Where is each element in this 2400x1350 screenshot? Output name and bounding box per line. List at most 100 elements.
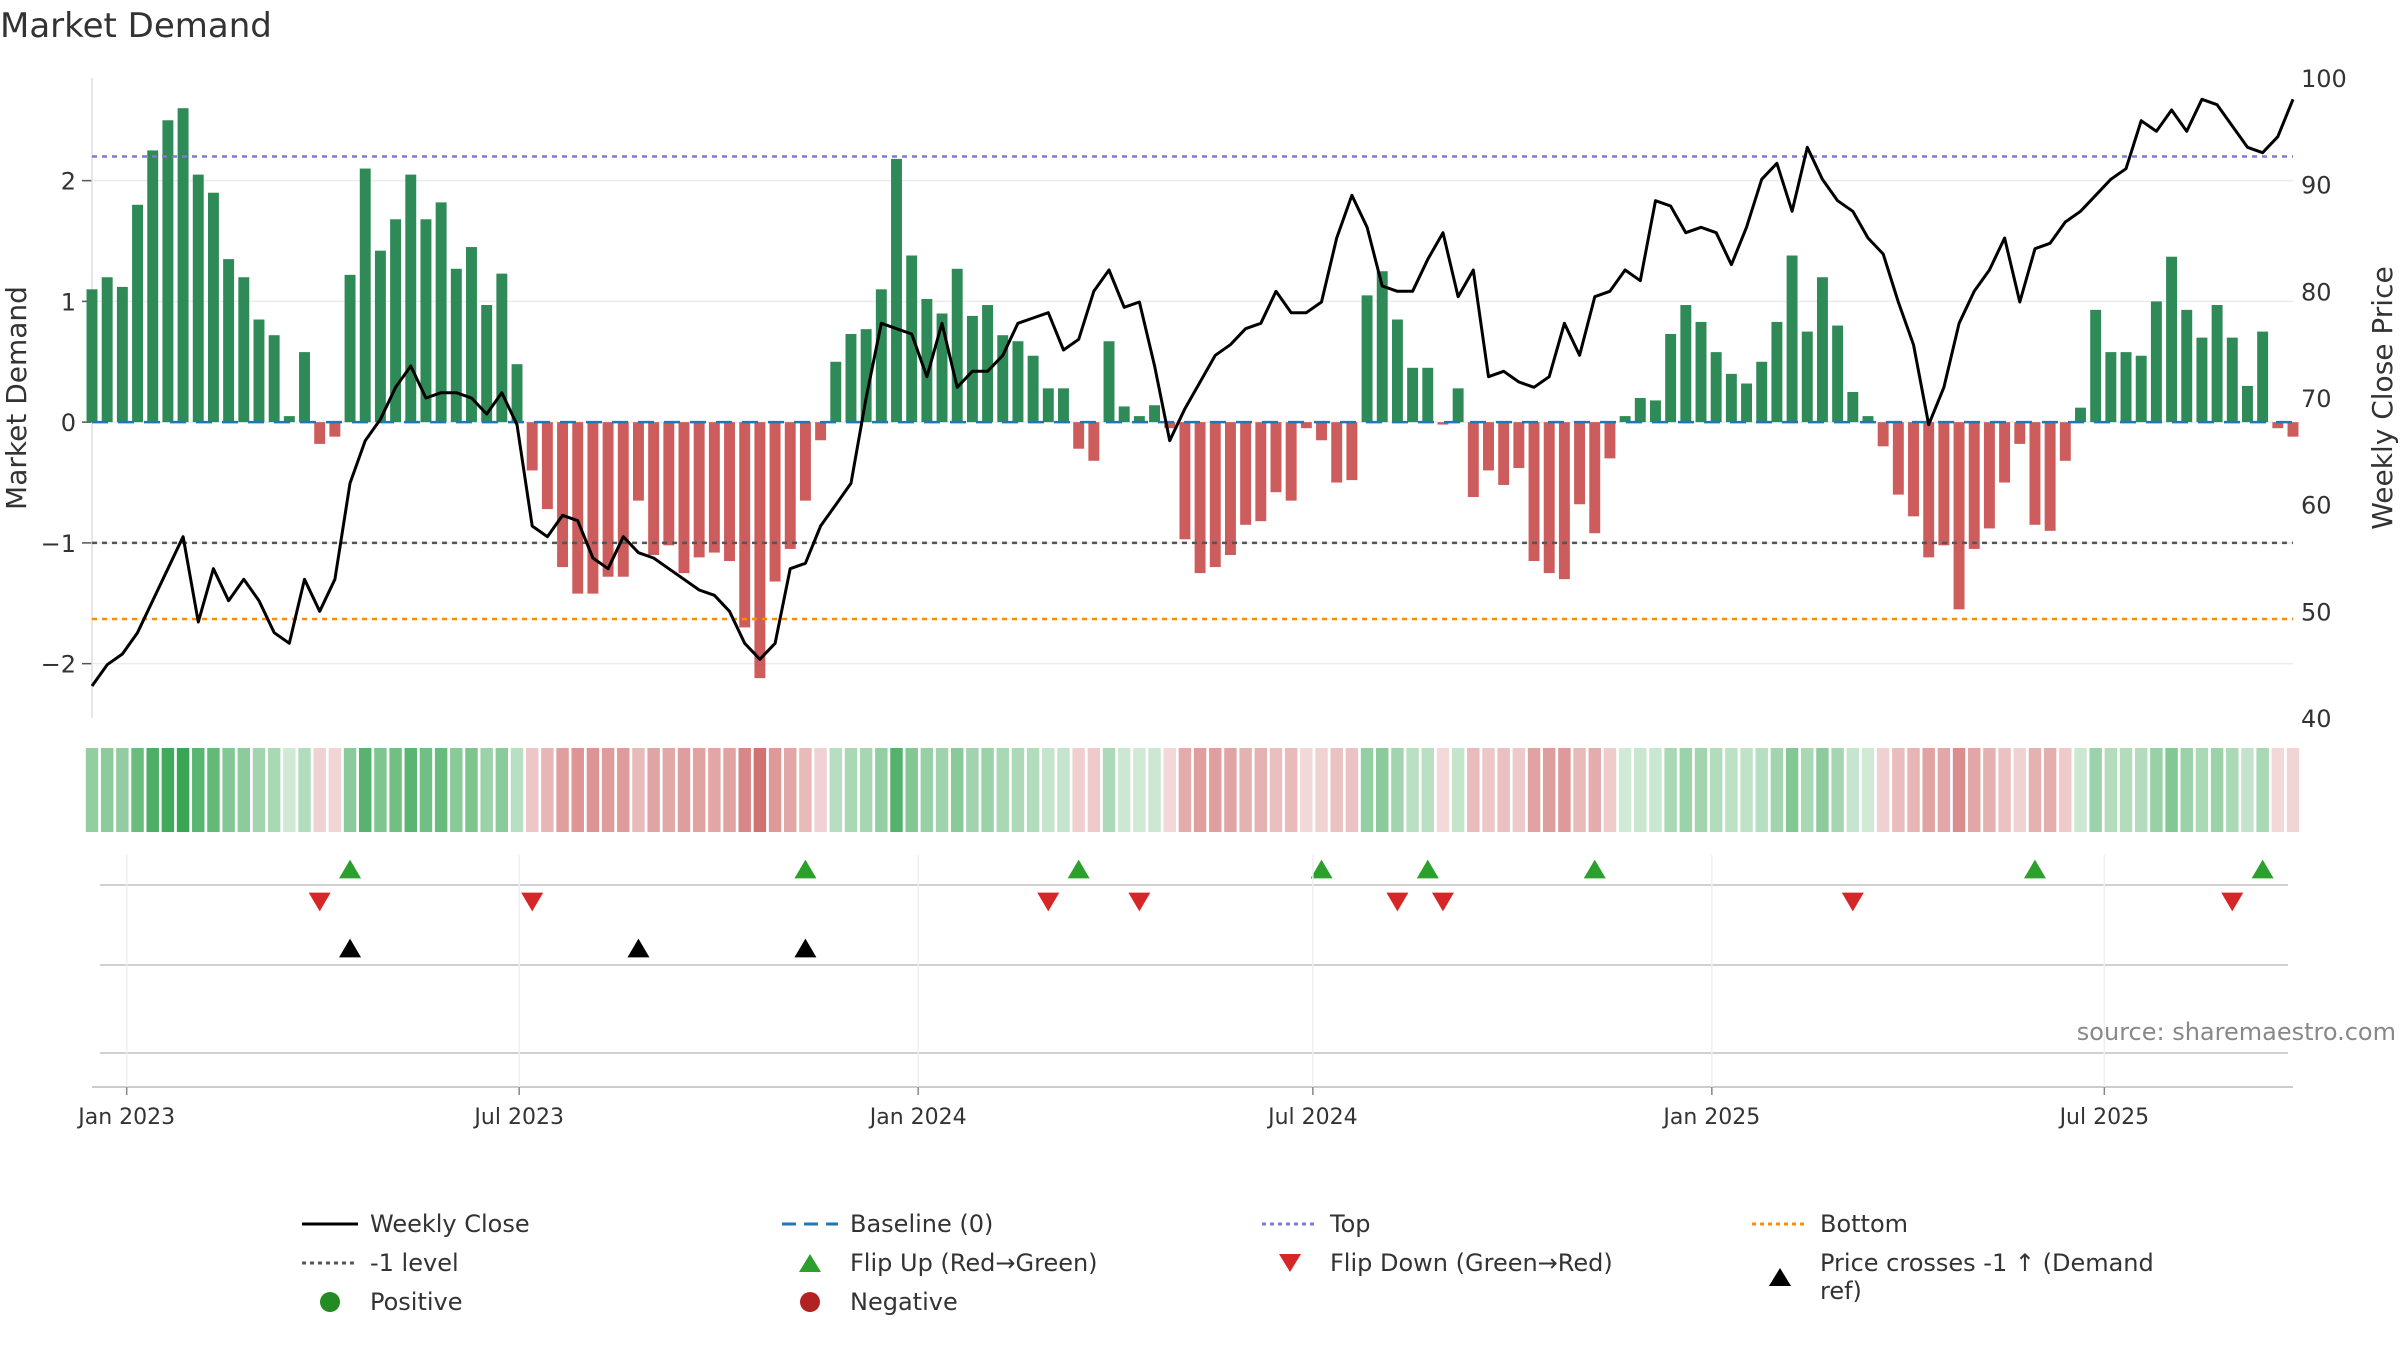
flip-up-marker [1067, 859, 1090, 879]
demand-heat-cell [1542, 748, 1556, 832]
demand-heat-cell [1042, 748, 1055, 832]
demand-bar [708, 422, 720, 553]
demand-heat-cell [1057, 748, 1070, 832]
demand-bar [116, 286, 128, 423]
demand-bar [329, 422, 341, 437]
demand-bar [1407, 367, 1419, 423]
demand-heat-cell [1846, 748, 1860, 832]
demand-heat-cell [708, 748, 721, 832]
demand-bar [1452, 388, 1464, 423]
demand-bar [1270, 422, 1282, 493]
demand-bar [1058, 388, 1069, 423]
demand-heat-cell [1861, 748, 1875, 832]
demand-bar [2226, 337, 2238, 423]
demand-heat-cell [2013, 748, 2026, 832]
demand-bar [1118, 406, 1130, 423]
demand-bar [177, 108, 189, 423]
demand-heat-cell [222, 748, 235, 832]
demand-bar [2014, 422, 2026, 444]
demand-bar [1285, 422, 1297, 501]
chart-title: Market Demand [0, 6, 272, 46]
demand-heat-cell [2059, 748, 2072, 832]
demand-bar [2181, 309, 2193, 423]
demand-heat-cell [1801, 748, 1814, 832]
demand-heat-cell [1482, 748, 1495, 832]
x-tick-label: Jul 2024 [1266, 1105, 1358, 1130]
demand-bar [1832, 325, 1844, 423]
demand-bar [1908, 422, 1919, 517]
demand-bar [1604, 422, 1616, 459]
demand-bar [1209, 422, 1221, 568]
demand-heat-cell [1239, 748, 1252, 832]
demand-heat-cell [1618, 748, 1632, 832]
demand-bar [2150, 301, 2162, 423]
demand-bar [147, 150, 159, 423]
demand-bar [1650, 400, 1661, 423]
demand-bar [754, 422, 766, 679]
y2-tick-label: 80 [2301, 278, 2332, 306]
legend-line-swatch [1750, 1212, 1810, 1236]
demand-heat-cell [1755, 748, 1768, 832]
demand-heat-cell [966, 748, 979, 832]
demand-heat-cell [1725, 748, 1738, 832]
flip-up-marker [794, 859, 817, 879]
demand-heat-cell [283, 748, 296, 832]
demand-heat-cell [2210, 748, 2224, 832]
demand-bar [314, 422, 326, 444]
demand-bar [238, 277, 250, 423]
legend-dot-icon [780, 1290, 840, 1314]
legend-line-swatch [300, 1251, 360, 1275]
demand-bar [1741, 383, 1753, 423]
demand-bar [1164, 422, 1176, 429]
demand-bar [1194, 422, 1206, 574]
demand-heat-cell [586, 748, 600, 832]
demand-heat-cell [1376, 748, 1389, 832]
demand-bar [192, 174, 204, 423]
demand-heat-cell [100, 748, 114, 832]
demand-bar [2241, 385, 2253, 423]
demand-bar [390, 219, 402, 423]
demand-bar [2287, 422, 2299, 437]
legend-line-swatch [1260, 1212, 1320, 1236]
demand-bar [1574, 422, 1586, 505]
legend-label: Baseline (0) [850, 1210, 994, 1238]
demand-heat-cell [252, 748, 266, 832]
legend-label: Weekly Close [370, 1210, 530, 1238]
demand-bar [1665, 334, 1677, 423]
y2-axis-label: Weekly Close Price [2366, 266, 2399, 529]
demand-heat-cell [192, 748, 205, 832]
legend-line-swatch [300, 1212, 360, 1236]
demand-heat-cell [1117, 748, 1131, 832]
y-tick-label: 0 [61, 409, 76, 437]
legend-triangle-up-icon [1750, 1265, 1810, 1289]
legend-label: -1 level [370, 1249, 459, 1277]
demand-bar [2257, 331, 2269, 423]
demand-heat-cell [799, 748, 812, 832]
demand-bar [557, 422, 569, 568]
demand-heat-cell [1026, 748, 1040, 832]
demand-heat-cell [1694, 748, 1708, 832]
demand-bar [466, 247, 477, 423]
demand-heat-cell [1679, 748, 1693, 832]
demand-bar [344, 274, 356, 423]
demand-bar [1088, 422, 1100, 461]
demand-bar [678, 422, 690, 574]
demand-heat-cell [1406, 748, 1419, 832]
demand-bar [1103, 341, 1115, 423]
y2-tick-label: 70 [2301, 385, 2332, 413]
demand-heat-cell [1087, 748, 1101, 832]
demand-heat-cell [814, 748, 827, 832]
demand-heat-cell [1254, 748, 1268, 832]
demand-heat-cell [1876, 748, 1890, 832]
demand-heat-cell [1664, 748, 1677, 832]
demand-bar [1938, 422, 1950, 546]
demand-bar [2120, 352, 2132, 423]
demand-heat-cell [1148, 748, 1161, 832]
demand-bar [1255, 422, 1267, 522]
demand-bar [1725, 373, 1737, 423]
demand-heat-cell [237, 748, 251, 832]
demand-heat-cell [875, 748, 888, 832]
demand-heat-cell [2089, 748, 2102, 832]
y-tick-label: −2 [41, 651, 76, 679]
price-cross-marker [339, 938, 362, 958]
